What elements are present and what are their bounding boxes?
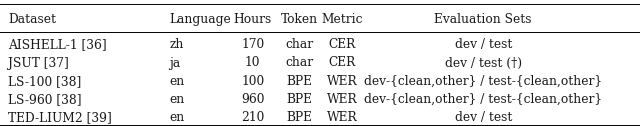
Text: en: en [170, 111, 185, 124]
Text: en: en [170, 75, 185, 88]
Text: WER: WER [327, 93, 358, 106]
Text: Metric: Metric [322, 13, 363, 26]
Text: 100: 100 [241, 75, 264, 88]
Text: AISHELL-1 [36]: AISHELL-1 [36] [8, 38, 107, 51]
Text: Dataset: Dataset [8, 13, 56, 26]
Text: JSUT [37]: JSUT [37] [8, 56, 69, 70]
Text: dev / test: dev / test [454, 38, 512, 51]
Text: BPE: BPE [287, 93, 312, 106]
Text: TED-LIUM2 [39]: TED-LIUM2 [39] [8, 111, 112, 124]
Text: dev-{clean,other} / test-{clean,other}: dev-{clean,other} / test-{clean,other} [364, 75, 602, 88]
Text: LS-100 [38]: LS-100 [38] [8, 75, 81, 88]
Text: char: char [285, 56, 314, 70]
Text: dev / test (†): dev / test (†) [445, 56, 522, 70]
Text: Token: Token [281, 13, 318, 26]
Text: WER: WER [327, 75, 358, 88]
Text: char: char [285, 38, 314, 51]
Text: en: en [170, 93, 185, 106]
Text: CER: CER [329, 56, 356, 70]
Text: Language: Language [170, 13, 231, 26]
Text: dev / test: dev / test [454, 111, 512, 124]
Text: ja: ja [170, 56, 181, 70]
Text: Evaluation Sets: Evaluation Sets [435, 13, 532, 26]
Text: Hours: Hours [234, 13, 272, 26]
Text: zh: zh [170, 38, 184, 51]
Text: 170: 170 [241, 38, 264, 51]
Text: CER: CER [329, 38, 356, 51]
Text: dev-{clean,other} / test-{clean,other}: dev-{clean,other} / test-{clean,other} [364, 93, 602, 106]
Text: 210: 210 [241, 111, 264, 124]
Text: 10: 10 [245, 56, 260, 70]
Text: WER: WER [327, 111, 358, 124]
Text: LS-960 [38]: LS-960 [38] [8, 93, 82, 106]
Text: BPE: BPE [287, 75, 312, 88]
Text: BPE: BPE [287, 111, 312, 124]
Text: 960: 960 [241, 93, 264, 106]
